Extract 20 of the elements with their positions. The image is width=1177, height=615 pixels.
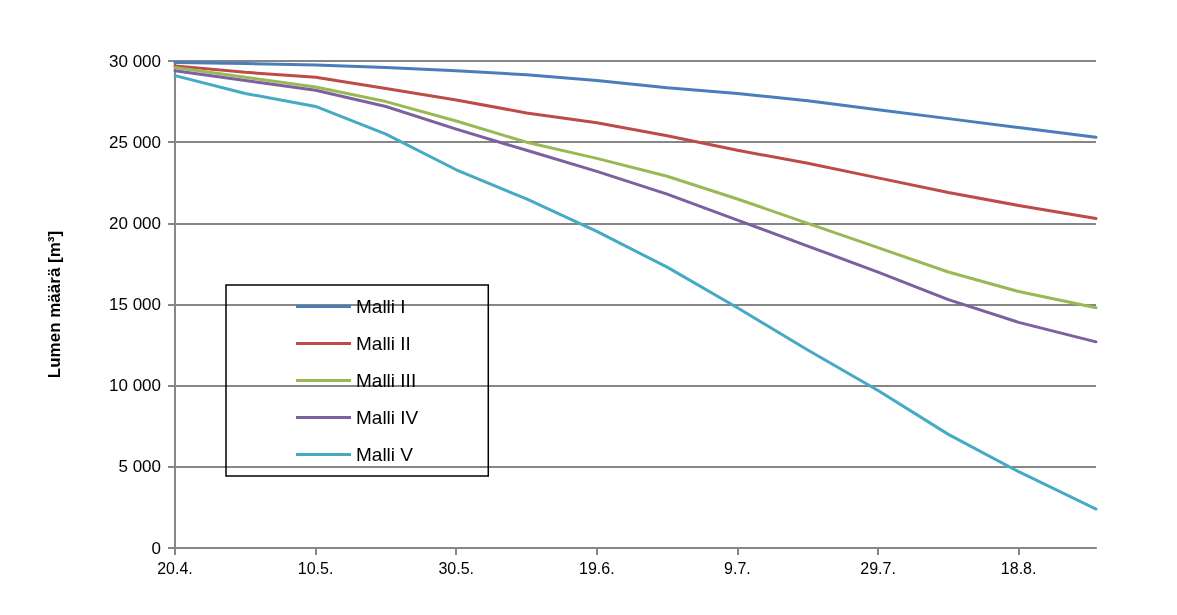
y-tick-label: 20 000 bbox=[109, 213, 161, 233]
y-tick-label: 0 bbox=[151, 538, 161, 558]
x-tick-label: 30.5. bbox=[438, 559, 475, 577]
x-tick-label: 18.8. bbox=[1000, 559, 1037, 577]
x-tick-label: 9.7. bbox=[724, 559, 751, 577]
x-tick-label: 20.4. bbox=[157, 559, 193, 577]
legend-label: Malli I bbox=[356, 296, 406, 317]
x-tick-label: 19.6. bbox=[579, 559, 615, 577]
x-tick-label: 10.5. bbox=[297, 559, 334, 577]
y-tick-label: 30 000 bbox=[109, 51, 161, 71]
legend-label: Malli III bbox=[356, 370, 417, 391]
y-tick-label: 15 000 bbox=[109, 295, 161, 314]
legend-label: Malli II bbox=[356, 333, 411, 354]
y-tick-label: 10 000 bbox=[109, 376, 161, 396]
legend-label: Malli IV bbox=[356, 407, 419, 428]
x-tick-label: 29.7. bbox=[860, 559, 896, 577]
y-axis-title: Lumen määrä [m³] bbox=[45, 230, 64, 379]
legend-label: Malli V bbox=[356, 444, 414, 465]
y-tick-label: 5 000 bbox=[118, 457, 161, 477]
y-tick-label: 25 000 bbox=[109, 132, 161, 152]
